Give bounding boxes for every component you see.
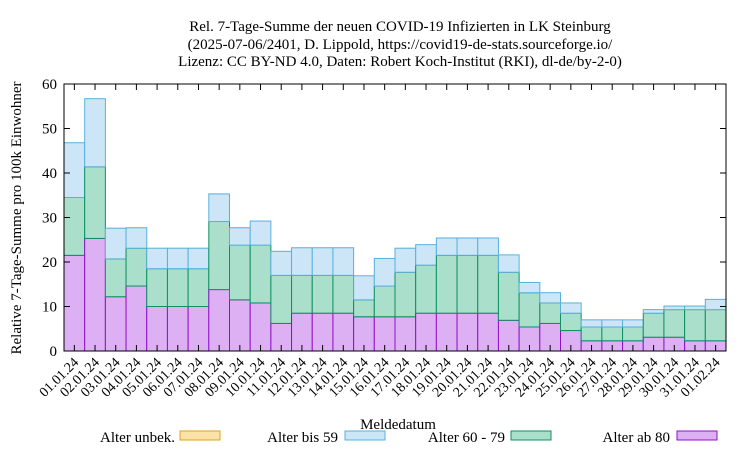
bar-segment bbox=[125, 285, 148, 352]
bar-segment bbox=[353, 275, 375, 301]
bar-segment bbox=[684, 309, 706, 342]
bar-segment bbox=[663, 305, 686, 311]
y-tick-label: 50 bbox=[42, 122, 57, 138]
y-axis-label: Relative 7-Tage-Summe pro 100k Einwohner bbox=[9, 81, 25, 354]
bar-segment bbox=[270, 250, 293, 276]
y-tick-label: 0 bbox=[50, 344, 58, 360]
bar-segment bbox=[270, 274, 293, 324]
bar-segment bbox=[311, 274, 334, 314]
bar-segment bbox=[291, 247, 313, 276]
y-tick-label: 20 bbox=[42, 255, 57, 271]
bar-segment bbox=[249, 220, 272, 246]
bar-segment bbox=[187, 268, 210, 307]
bar-segment bbox=[166, 306, 189, 352]
bar-segment bbox=[642, 312, 665, 338]
bar-segment bbox=[125, 227, 148, 249]
bar-segment bbox=[704, 298, 727, 311]
bar-segment bbox=[642, 309, 665, 314]
legend-swatch bbox=[676, 430, 718, 441]
bar-segment bbox=[497, 254, 520, 273]
legend-swatch bbox=[510, 430, 552, 441]
bar-segment bbox=[249, 244, 272, 304]
bar-segment bbox=[84, 98, 106, 168]
legend-label: Alter bis 59 bbox=[267, 430, 338, 446]
bar-segment bbox=[332, 274, 355, 314]
chart-title-line-1: Rel. 7-Tage-Summe der neuen COVID-19 Inf… bbox=[189, 19, 611, 35]
bar-segment bbox=[539, 292, 561, 304]
bar-segment bbox=[332, 247, 355, 276]
bar-segment bbox=[477, 237, 499, 256]
bar-segment bbox=[229, 299, 251, 352]
x-axis-label: Meldedatum bbox=[360, 417, 436, 433]
bar-segment bbox=[249, 302, 272, 352]
bar-segment bbox=[622, 319, 644, 328]
bars-layer bbox=[63, 98, 727, 352]
bar-segment bbox=[208, 289, 230, 352]
y-tick-label: 30 bbox=[42, 211, 57, 227]
bar-segment bbox=[560, 312, 582, 332]
bar-segment bbox=[560, 302, 582, 314]
bar-segment bbox=[63, 196, 86, 256]
bar-segment bbox=[539, 302, 561, 324]
bar-segment bbox=[415, 264, 437, 314]
y-tick-label: 60 bbox=[42, 77, 57, 93]
bar-segment bbox=[104, 258, 127, 298]
bar-segment bbox=[373, 285, 396, 318]
bar-segment bbox=[353, 299, 375, 318]
bar-segment bbox=[518, 292, 541, 328]
bar-segment bbox=[704, 309, 727, 342]
bar-segment bbox=[104, 296, 127, 352]
y-tick-label: 10 bbox=[42, 300, 57, 316]
bar-segment bbox=[663, 309, 686, 338]
chart-title-line-2: (2025-07-06/2401, D. Lippold, https://co… bbox=[188, 37, 613, 53]
legend-label: Alter 60 - 79 bbox=[428, 430, 505, 446]
bar-segment bbox=[394, 247, 417, 273]
bar-segment bbox=[187, 247, 210, 270]
bar-segment bbox=[125, 247, 148, 287]
bar-segment bbox=[435, 237, 458, 256]
bar-segment bbox=[291, 274, 313, 314]
bar-segment bbox=[84, 237, 106, 352]
bar-segment bbox=[146, 306, 168, 352]
bar-segment bbox=[394, 271, 417, 318]
legend: Alter unbek. Alter bis 59 Alter 60 - 79 Alt… bbox=[100, 430, 718, 446]
bar-segment bbox=[63, 254, 86, 352]
y-tick-label: 40 bbox=[42, 166, 57, 182]
bar-segment bbox=[415, 244, 437, 266]
bar-segment bbox=[518, 281, 541, 294]
bar-segment bbox=[580, 326, 603, 342]
legend-swatch bbox=[344, 430, 386, 441]
bar-segment bbox=[146, 247, 168, 270]
bar-segment bbox=[104, 227, 127, 260]
bar-segment bbox=[187, 306, 210, 352]
bar-segment bbox=[311, 247, 334, 276]
bar-segment bbox=[601, 326, 624, 342]
legend-label: Alter unbek. bbox=[100, 430, 175, 446]
bar-segment bbox=[435, 254, 458, 314]
bar-segment bbox=[229, 227, 251, 246]
legend-swatch bbox=[179, 430, 221, 441]
bar-segment bbox=[622, 326, 644, 342]
legend-label: Alter ab 80 bbox=[603, 430, 670, 446]
bar-segment bbox=[146, 268, 168, 307]
bar-segment bbox=[477, 254, 499, 314]
bar-segment bbox=[684, 305, 706, 311]
bar-segment bbox=[601, 319, 624, 328]
bar-segment bbox=[166, 268, 189, 307]
bar-segment bbox=[63, 142, 86, 198]
bar-segment bbox=[456, 237, 479, 256]
bar-segment bbox=[208, 221, 230, 291]
bar-segment bbox=[229, 244, 251, 301]
bar-segment bbox=[580, 319, 603, 328]
bar-segment bbox=[166, 247, 189, 270]
bar-segment bbox=[456, 254, 479, 314]
bar-segment bbox=[373, 257, 396, 287]
bar-segment bbox=[208, 193, 230, 223]
chart-title-line-3: Lizenz: CC BY-ND 4.0, Daten: Robert Koch… bbox=[178, 54, 622, 70]
bar-segment bbox=[84, 166, 106, 239]
bar-segment bbox=[497, 271, 520, 321]
